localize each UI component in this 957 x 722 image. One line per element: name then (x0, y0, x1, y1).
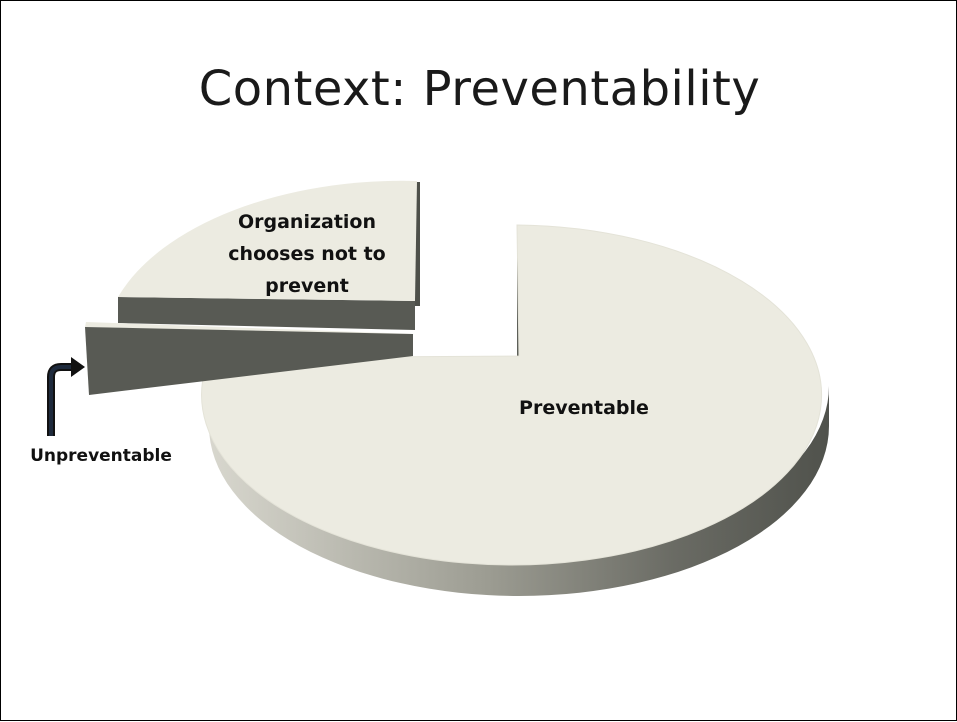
callout-arrow-icon (47, 357, 85, 436)
slice-preventable-top (201, 224, 823, 566)
slide-title: Context: Preventability (198, 61, 761, 117)
label-unpreventable: Unpreventable (30, 446, 172, 466)
label-organization-line3: prevent (265, 275, 349, 297)
slice-preventable (201, 224, 829, 596)
slice-unpreventable-top (85, 322, 414, 335)
slice-unpreventable-side (85, 327, 413, 395)
slice-organization-side (118, 297, 415, 330)
slice-organization-top (118, 180, 417, 301)
label-preventable: Preventable (519, 397, 649, 419)
slice-unpreventable (85, 322, 414, 395)
label-organization-line1: Organization (238, 211, 376, 233)
slice-organization (118, 180, 420, 330)
label-organization-line2: chooses not to (228, 243, 385, 265)
